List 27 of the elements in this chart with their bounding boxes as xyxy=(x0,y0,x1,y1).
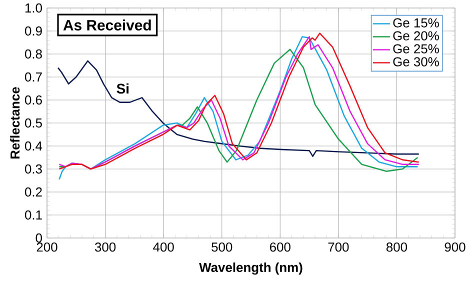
y-tick-label: 0.4 xyxy=(24,141,42,151)
y-tick-label: 0.8 xyxy=(24,49,42,59)
annotation: As Received xyxy=(63,20,151,30)
legend-label: Ge 20% xyxy=(393,31,439,40)
y-tick-label: 0.3 xyxy=(24,164,42,174)
x-tick-label: 600 xyxy=(270,242,290,252)
y-tick-label: 0.9 xyxy=(24,26,42,36)
x-tick-label: 200 xyxy=(36,242,58,252)
y-axis-title: Reflectance xyxy=(10,87,20,158)
y-tick-label: 0 xyxy=(36,233,42,243)
x-tick-label: 500 xyxy=(212,242,232,252)
y-tick-label: 0.2 xyxy=(24,187,42,197)
y-tick-label: 0.6 xyxy=(24,95,42,105)
x-tick-label: 400 xyxy=(153,242,174,252)
x-tick-label: 300 xyxy=(94,242,116,252)
y-tick-label: 0.5 xyxy=(24,118,42,128)
x-tick-label: 700 xyxy=(328,242,349,252)
legend-label: Ge 15% xyxy=(393,18,439,28)
x-axis-title: Wavelength (nm) xyxy=(199,262,302,275)
annotation: Si xyxy=(116,83,128,94)
y-tick-label: 0.7 xyxy=(24,72,42,82)
legend-label: Ge 30% xyxy=(393,57,439,66)
x-tick-label: 900 xyxy=(444,242,466,252)
legend-label: Ge 25% xyxy=(393,44,439,54)
y-tick-label: 1.0 xyxy=(25,3,42,13)
y-tick-label: 0.1 xyxy=(24,210,42,220)
x-tick-label: 800 xyxy=(386,242,408,252)
